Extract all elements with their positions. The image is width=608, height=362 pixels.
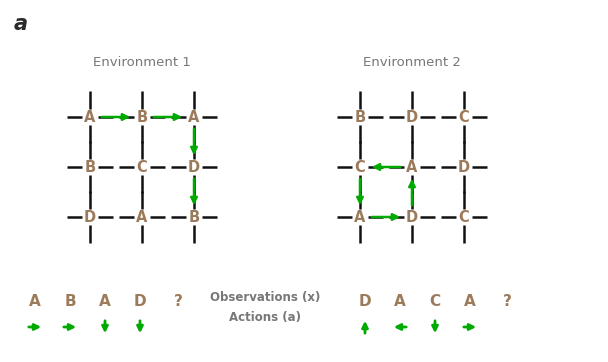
Text: D: D: [134, 295, 147, 310]
Text: Environment 1: Environment 1: [93, 55, 191, 68]
Text: D: D: [406, 210, 418, 224]
Text: C: C: [458, 210, 469, 224]
Text: Environment 2: Environment 2: [363, 55, 461, 68]
Text: B: B: [85, 160, 95, 174]
Text: A: A: [136, 210, 148, 224]
Text: D: D: [84, 210, 96, 224]
Text: a: a: [14, 14, 28, 34]
Text: A: A: [406, 160, 418, 174]
Text: D: D: [188, 160, 200, 174]
Text: Actions (a): Actions (a): [229, 311, 301, 324]
Text: D: D: [359, 295, 371, 310]
Text: Observations (x): Observations (x): [210, 290, 320, 303]
Text: C: C: [458, 109, 469, 125]
Text: A: A: [464, 295, 476, 310]
Text: A: A: [99, 295, 111, 310]
Text: C: C: [429, 295, 441, 310]
Text: C: C: [137, 160, 147, 174]
Text: A: A: [354, 210, 365, 224]
Text: A: A: [188, 109, 199, 125]
Text: ?: ?: [173, 295, 182, 310]
Text: C: C: [354, 160, 365, 174]
Text: B: B: [354, 109, 365, 125]
Text: B: B: [136, 109, 148, 125]
Text: D: D: [458, 160, 470, 174]
Text: A: A: [394, 295, 406, 310]
Text: A: A: [85, 109, 95, 125]
Text: D: D: [406, 109, 418, 125]
Text: B: B: [188, 210, 199, 224]
Text: B: B: [64, 295, 76, 310]
Text: ?: ?: [503, 295, 511, 310]
Text: A: A: [29, 295, 41, 310]
